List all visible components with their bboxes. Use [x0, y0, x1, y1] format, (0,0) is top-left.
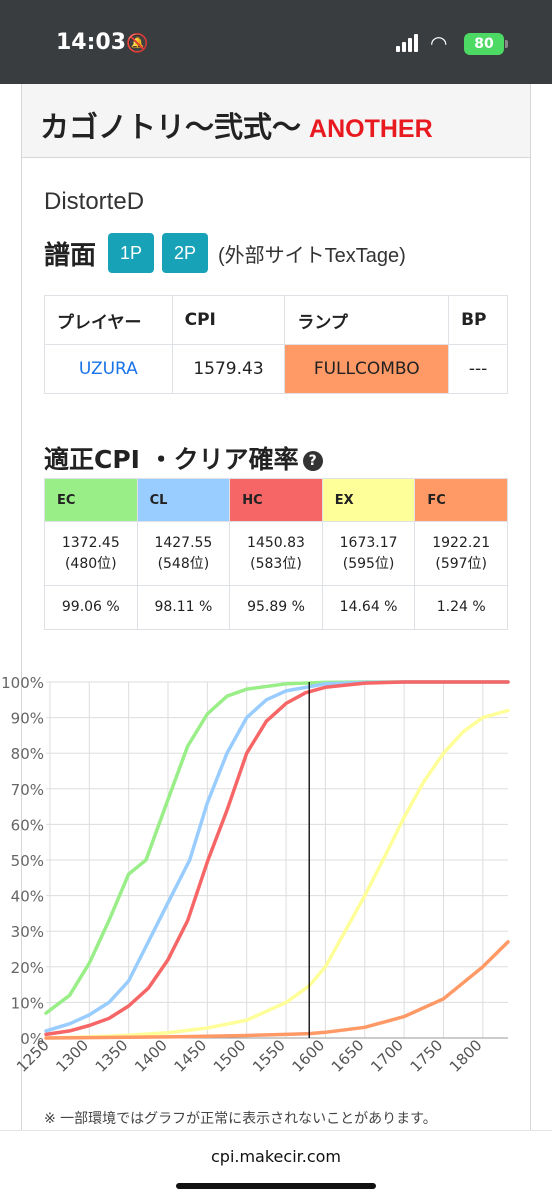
y-tick-label: 40% [11, 888, 44, 906]
cpi-cell-ex: 1673.17 (595位) [321, 521, 416, 586]
cpi-value: 1673.17 [339, 534, 398, 551]
help-icon[interactable]: ? [302, 451, 323, 471]
y-tick-label: 50% [11, 852, 44, 870]
y-tick-label: 60% [11, 816, 44, 834]
song-group-title: カゴノトリ〜弐式〜 [40, 110, 302, 144]
card-header: カゴノトリ〜弐式〜 ANOTHER [22, 84, 530, 158]
prob-cell-fc: 1.24 % [414, 585, 508, 630]
score-label: 譜面 [44, 240, 97, 271]
y-tick-label: 10% [11, 994, 44, 1012]
x-tick-label: 1750 [407, 1036, 447, 1076]
y-tick-label: 0% [20, 1030, 44, 1048]
score-links: 譜面 1P 2P (外部サイトTexTage) [44, 232, 406, 274]
url-text[interactable]: cpi.makecir.com [210, 1147, 342, 1166]
cpi-heading: 適正CPI ・クリア確率? [44, 440, 323, 476]
browser-url-bar[interactable]: cpi.makecir.com [0, 1130, 552, 1200]
cpi-value: 1427.55 [154, 534, 213, 551]
player-name-link[interactable]: UZURA [78, 359, 138, 379]
x-tick-label: 1450 [170, 1036, 210, 1076]
header-player: プレイヤー [44, 295, 173, 345]
lamp-header-ex: EX [321, 478, 416, 522]
bell-muted-icon: 🔕 [126, 33, 149, 54]
difficulty-label: ANOTHER [309, 115, 433, 143]
x-tick-label: 1650 [328, 1036, 368, 1076]
header-cpi: CPI [171, 295, 286, 345]
prob-cell-hc: 95.89 % [229, 585, 323, 630]
lamp-header-ec: EC [44, 478, 138, 522]
cpi-value: 1450.83 [247, 534, 305, 551]
cpi-rank: (480位) [64, 555, 117, 572]
cpi-cell-cl: 1427.55 (548位) [136, 521, 231, 586]
y-tick-label: 100% [1, 674, 44, 692]
header-lamp: ランプ [284, 295, 450, 345]
x-tick-label: 1500 [210, 1036, 250, 1076]
cpi-cell-fc: 1922.21 (597位) [414, 521, 508, 586]
y-tick-label: 80% [11, 745, 44, 763]
status-time: 14:03 [56, 30, 127, 55]
player-cpi-cell: 1579.43 [171, 344, 286, 394]
x-tick-label: 1550 [249, 1036, 289, 1076]
lamp-header-cl: CL [136, 478, 231, 522]
wifi-icon: ◠ [430, 31, 448, 55]
x-tick-label: 1800 [446, 1036, 486, 1076]
x-tick-label: 1600 [289, 1036, 329, 1076]
score-2p-button[interactable]: 2P [162, 233, 209, 273]
cpi-rank: (548位) [157, 555, 210, 572]
home-indicator [176, 1183, 376, 1189]
y-tick-label: 20% [11, 959, 44, 977]
header-bp: BP [448, 295, 508, 345]
lamp-header-hc: HC [229, 478, 323, 522]
cpi-rank: (583位) [250, 555, 302, 572]
x-tick-label: 1350 [92, 1036, 132, 1076]
clear-probability-chart: 0%10%20%30%40%50%60%70%80%90%100% 1250 13… [1, 674, 510, 1076]
status-bar: 14:03 🔕 ◠ 80 [0, 0, 552, 84]
cpi-heading-text: 適正CPI ・クリア確率 [44, 445, 299, 474]
cpi-rank: (597位) [435, 555, 488, 572]
x-tick-label: 1250 [13, 1036, 53, 1076]
y-tick-label: 30% [11, 923, 44, 941]
cpi-cell-hc: 1450.83 (583位) [229, 521, 323, 586]
y-tick-label: 90% [11, 710, 44, 728]
x-tick-label: 1300 [52, 1036, 92, 1076]
external-site-note: (外部サイトTexTage) [218, 244, 406, 267]
player-bp-cell: --- [448, 344, 508, 394]
prob-cell-ex: 14.64 % [321, 585, 416, 630]
page-title: カゴノトリ〜弐式〜 ANOTHER [40, 104, 433, 146]
battery-icon: 80 [464, 33, 508, 55]
cellular-signal-icon [396, 34, 422, 52]
chart-note: ※ 一部環境ではグラフが正常に表示されないことがあります。 [44, 1111, 437, 1127]
cpi-table: EC CL HC EX FC 1372.45 (480位) 1427.55 (548… [44, 478, 508, 630]
score-1p-button[interactable]: 1P [108, 233, 155, 273]
cpi-rank: (595位) [342, 555, 395, 572]
y-tick-label: 70% [11, 781, 44, 799]
song-name: DistorteD [44, 188, 145, 215]
x-tick-label: 1700 [367, 1036, 407, 1076]
lamp-header-fc: FC [414, 478, 508, 522]
cpi-cell-ec: 1372.45 (480位) [44, 521, 138, 586]
player-table: プレイヤー CPI ランプ BP UZURA 1579.43 FULLCOMBO… [44, 295, 508, 394]
cpi-value: 1372.45 [61, 534, 120, 551]
x-tick-label: 1400 [131, 1036, 171, 1076]
series-line-ex [44, 708, 510, 1040]
prob-cell-cl: 98.11 % [136, 585, 231, 630]
player-name-cell[interactable]: UZURA [44, 344, 173, 394]
player-lamp-cell: FULLCOMBO [284, 344, 450, 394]
series-line-hc [44, 680, 510, 1037]
cpi-value: 1922.21 [432, 534, 491, 551]
series-line-fc [44, 940, 510, 1040]
prob-cell-ec: 99.06 % [44, 585, 138, 630]
